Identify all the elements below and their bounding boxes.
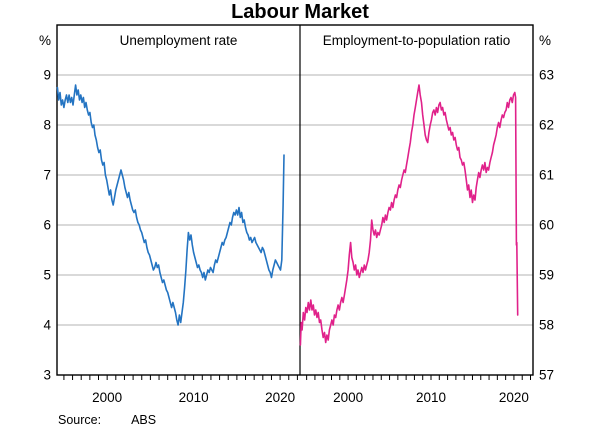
- y-axis-label: 3: [43, 368, 51, 383]
- y-axis-label: 6: [43, 218, 51, 233]
- y-axis-label: 61: [539, 168, 554, 183]
- panel-title-employment-text: Employment-to-population ratio: [322, 33, 511, 48]
- x-axis-label: 2020: [499, 390, 529, 405]
- y-axis-label: 58: [539, 318, 554, 333]
- y-axis-label: 5: [43, 268, 51, 283]
- panel-title-unemployment-text: Unemployment rate: [119, 33, 238, 48]
- y-axis-label: 7: [43, 168, 51, 183]
- x-axis-label: 2010: [179, 390, 209, 405]
- x-axis-label: 2020: [265, 390, 295, 405]
- x-axis-label: 2000: [333, 390, 363, 405]
- x-axis-label: 2010: [416, 390, 446, 405]
- x-axis-label: 2000: [92, 390, 122, 405]
- y-axis-label: 4: [43, 318, 51, 333]
- y-axis-unit: %: [539, 33, 551, 48]
- panel-title-employment: Employment-to-population ratio: [300, 33, 533, 49]
- y-axis-label: 9: [43, 68, 51, 83]
- y-axis-label: 63: [539, 68, 554, 83]
- source-value: ABS: [131, 413, 157, 427]
- y-axis-label: 8: [43, 118, 51, 133]
- source-label: Source:: [58, 413, 102, 427]
- plot-border: [56, 24, 534, 376]
- panel-title-unemployment: Unemployment rate: [57, 33, 300, 49]
- y-axis-label: 57: [539, 368, 554, 383]
- unemployment-rate-line: [56, 84, 285, 326]
- y-axis-unit: %: [39, 33, 51, 48]
- y-axis-label: 62: [539, 118, 554, 133]
- employment-to-population-ratio-line: [299, 84, 519, 346]
- source-note: Source: ABS: [58, 413, 156, 427]
- chart-title: Labour Market: [231, 1, 369, 23]
- y-axis-label: 60: [539, 218, 554, 233]
- y-axis-label: 59: [539, 268, 554, 283]
